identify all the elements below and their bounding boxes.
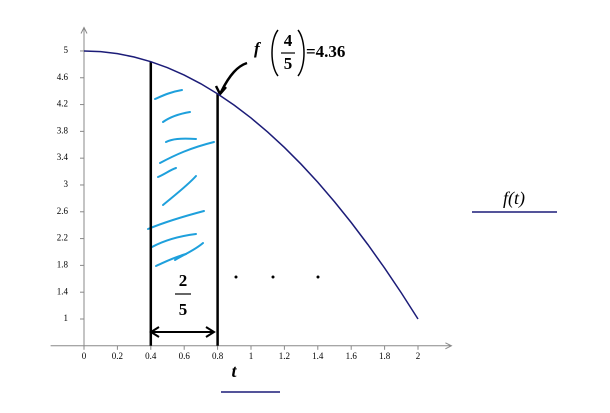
y-tick-label: 2.6	[57, 206, 69, 216]
x-tick-label: 0.8	[212, 351, 224, 361]
y-tick-label: 4.6	[57, 72, 69, 82]
legend-label: f(t)	[503, 188, 525, 209]
y-tick-label: 4.2	[57, 99, 68, 109]
paren	[271, 29, 305, 77]
x-tick-label: 0.2	[112, 351, 123, 361]
width-denominator: 5	[179, 300, 188, 319]
width-arrow	[149, 326, 216, 338]
x-tick-label: 1.2	[279, 351, 290, 361]
annotation-result: =4.36	[306, 42, 345, 61]
width-numerator: 2	[179, 271, 188, 290]
dots	[234, 275, 320, 279]
y-tick-label: 5	[64, 45, 69, 55]
annotation-numerator: 4	[284, 31, 293, 50]
y-tick-label: 3.8	[57, 125, 69, 135]
x-tick-label: 0.6	[179, 351, 191, 361]
y-tick-label: 2.2	[57, 233, 68, 243]
x-tick-label: 0.4	[145, 351, 157, 361]
y-axis	[80, 26, 88, 346]
y-tick-label: 1.4	[57, 286, 69, 296]
pointer-arrow	[214, 61, 248, 97]
y-tick-label: 3.4	[57, 152, 69, 162]
x-tick-label: 1.8	[379, 351, 391, 361]
y-tick-label: 3	[64, 179, 69, 189]
x-axis-label: t	[231, 361, 237, 381]
x-tick-label: 1	[249, 351, 254, 361]
y-tick-label: 1.8	[57, 259, 69, 269]
hatching	[147, 89, 215, 267]
curve	[83, 50, 419, 320]
y-tick-label: 1	[64, 313, 69, 323]
x-tick-label: 1.4	[312, 351, 324, 361]
annotation-denominator: 5	[284, 54, 293, 73]
annotation-function: f	[254, 39, 262, 58]
x-tick-label: 1.6	[346, 351, 358, 361]
x-tick-label: 0	[82, 351, 87, 361]
x-tick-label: 2	[416, 351, 421, 361]
